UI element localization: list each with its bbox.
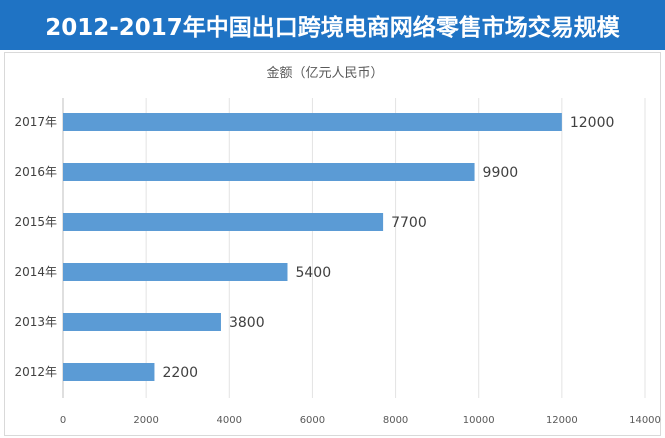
x-tick-label: 4000 bbox=[217, 415, 242, 426]
category-label: 2013年 bbox=[14, 315, 57, 329]
chart-frame bbox=[4, 52, 661, 436]
value-label: 2200 bbox=[162, 365, 198, 381]
x-tick-label: 0 bbox=[60, 415, 66, 426]
bars bbox=[63, 113, 562, 381]
value-label: 9900 bbox=[483, 165, 519, 181]
bar bbox=[63, 313, 221, 331]
bar bbox=[63, 213, 384, 231]
category-labels: 2017年 2016年 2015年 2014年 2013年 2012年 bbox=[14, 115, 57, 379]
gridlines bbox=[62, 98, 646, 398]
category-label: 2017年 bbox=[14, 115, 57, 129]
bar bbox=[63, 163, 475, 181]
bar bbox=[63, 263, 288, 281]
title-bar: 2012-2017年中国出口跨境电商网络零售市场交易规模 bbox=[0, 0, 665, 50]
x-tick-label: 6000 bbox=[300, 415, 325, 426]
x-tick-label: 8000 bbox=[383, 415, 408, 426]
unit-label: 金额（亿元人民币） bbox=[266, 65, 383, 81]
x-tick-label: 14000 bbox=[629, 415, 661, 426]
value-label: 3800 bbox=[229, 315, 265, 331]
category-label: 2012年 bbox=[14, 365, 57, 379]
value-label: 7700 bbox=[391, 215, 427, 231]
category-label: 2015年 bbox=[14, 215, 57, 229]
category-label: 2016年 bbox=[14, 165, 57, 179]
x-tick-label: 10000 bbox=[463, 415, 495, 426]
chart-title: 2012-2017年中国出口跨境电商网络零售市场交易规模 bbox=[45, 15, 620, 41]
x-tick-labels: 0 2000 4000 6000 8000 10000 12000 14000 bbox=[60, 415, 661, 426]
category-label: 2014年 bbox=[14, 265, 57, 279]
x-tick-label: 2000 bbox=[133, 415, 158, 426]
value-label: 12000 bbox=[570, 115, 615, 131]
bar bbox=[63, 363, 155, 381]
value-label: 5400 bbox=[295, 265, 331, 281]
x-tick-label: 12000 bbox=[546, 415, 578, 426]
bar bbox=[63, 113, 562, 131]
value-labels: 12000 9900 7700 5400 3800 2200 bbox=[162, 115, 614, 381]
